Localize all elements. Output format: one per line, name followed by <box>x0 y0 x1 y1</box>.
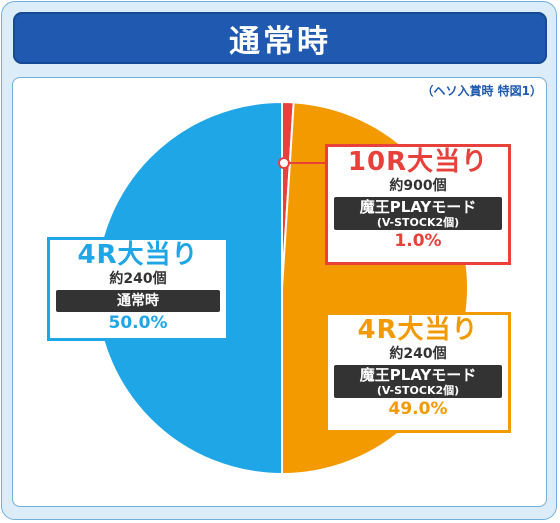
callout-10r-count: 約900個 <box>389 178 447 194</box>
callout-4r-orange-mode-name: 魔王PLAYモード <box>359 366 477 384</box>
callout-leader-dot <box>278 157 290 169</box>
callout-4r-blue-mode: 通常時 <box>56 290 220 312</box>
callout-4r-orange-percent: 49.0% <box>388 399 448 419</box>
callout-10r: 10R大当り 約900個 魔王PLAYモード (V-STOCK2個) 1.0% <box>325 144 511 265</box>
callout-4r-orange-count: 約240個 <box>389 346 447 362</box>
callout-4r-blue-title: 4R大当り <box>77 240 199 270</box>
callout-4r-blue-count: 約240個 <box>109 271 167 287</box>
callout-10r-title: 10R大当り <box>347 147 489 177</box>
callout-10r-mode-name: 魔王PLAYモード <box>359 198 477 216</box>
callout-4r-orange-title: 4R大当り <box>357 315 479 345</box>
callout-4r-blue-percent: 50.0% <box>108 313 168 333</box>
page-title: 通常時 <box>229 23 331 60</box>
callout-10r-percent: 1.0% <box>394 231 442 251</box>
chart-note: （ヘソ入賞時 特図1） <box>421 84 542 98</box>
callout-4r-orange-mode: 魔王PLAYモード (V-STOCK2個) <box>334 365 502 398</box>
callout-10r-mode-stock: (V-STOCK2個) <box>376 216 460 229</box>
callout-4r-blue-mode-name: 通常時 <box>117 293 159 309</box>
callout-4r-orange: 4R大当り 約240個 魔王PLAYモード (V-STOCK2個) 49.0% <box>325 312 511 433</box>
callout-4r-blue: 4R大当り 約240個 通常時 50.0% <box>47 237 229 341</box>
callout-4r-orange-mode-stock: (V-STOCK2個) <box>376 384 460 397</box>
callout-10r-mode: 魔王PLAYモード (V-STOCK2個) <box>334 197 502 230</box>
title-bar: 通常時 <box>13 12 547 64</box>
